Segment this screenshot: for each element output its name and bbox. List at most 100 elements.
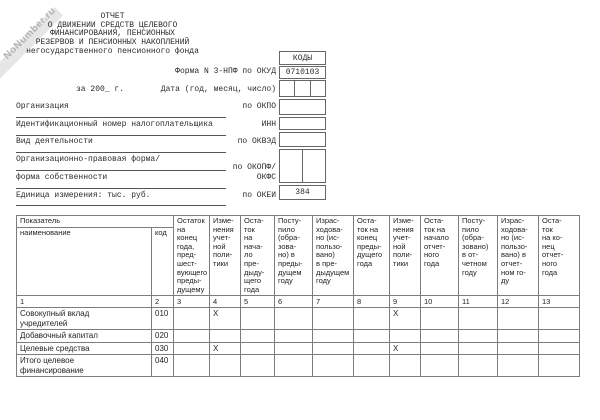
col-header-12: Израс- ходова- но (ис- пользо- вано) в о… (497, 214, 540, 297)
col-number: 8 (353, 295, 391, 309)
title-line: РЕЗЕРВОВ И ПЕНСИОННЫХ НАКОПЛЕНИЙ (35, 38, 190, 48)
col-header-6: Посту- пило (обра- зова- но) в преды- ду… (274, 214, 314, 297)
col-header-3: Остаток на конец года, пред- шест- вующе… (173, 214, 211, 297)
col-number: 7 (312, 295, 355, 309)
field-underline (16, 188, 226, 189)
row-cell (458, 307, 499, 331)
okfs-cell (302, 150, 325, 182)
col-number: 9 (389, 295, 422, 309)
row-code: 040 (150, 354, 175, 378)
date-cells (279, 80, 326, 97)
date-day-cell (309, 81, 325, 96)
col-header-8: Оста- ток на конец преды- дущего года (353, 214, 391, 297)
field-ownership-code: ОКФС (256, 173, 276, 182)
row-cell (209, 329, 242, 343)
okei-value-cell: 384 (279, 185, 326, 200)
field-underline (16, 117, 226, 118)
row-cell (312, 341, 355, 356)
row-cell (497, 307, 540, 331)
title-line: ОТЧЕТ (100, 12, 125, 21)
field-underline (16, 152, 226, 153)
row-cell: X (389, 307, 422, 331)
row-cell (312, 307, 355, 331)
col-number: 2 (150, 295, 175, 309)
row-cell (240, 354, 276, 378)
row-code: 010 (150, 307, 175, 331)
table-row: Итого целевое финансирование 040 (16, 354, 581, 378)
row-cell (173, 307, 211, 331)
report-table: Показатель Остаток на конец года, пред- … (15, 214, 581, 378)
field-legal-form-code: по ОКОПФ/ (232, 163, 276, 172)
col-header-5: Оста- ток на нача- ло пре- дыду- щего го… (240, 214, 276, 297)
row-cell (353, 341, 391, 356)
row-cell (173, 354, 211, 378)
row-cell (274, 307, 314, 331)
col-header-10: Оста- ток на начало отчет- ного года (420, 214, 460, 297)
row-cell (353, 354, 391, 378)
row-cell (420, 307, 460, 331)
field-activity-code: по ОКВЭД (237, 137, 276, 146)
row-cell (458, 354, 499, 378)
row-cell (173, 329, 211, 343)
table-row: Целевые средства 030 X X (16, 341, 581, 356)
col-number: 6 (274, 295, 314, 309)
row-cell: X (389, 341, 422, 356)
col-header-13: Оста- ток на ко- нец отчет- ного года (538, 214, 581, 297)
row-cell (312, 354, 355, 378)
row-cell (240, 341, 276, 356)
col-header-11: Посту- пило (обра- зовано) в от- четном … (458, 214, 499, 297)
okud-value-cell: 0710103 (279, 66, 326, 79)
field-inn-code: ИНН (261, 120, 276, 129)
col-header-name: наименование (16, 226, 152, 297)
date-year-cell (280, 81, 294, 96)
form-number-label: Форма N 3-НПФ по ОКУД (175, 67, 276, 76)
col-number: 13 (538, 295, 581, 309)
row-cell (353, 307, 391, 331)
field-activity-label: Вид деятельности (16, 137, 93, 146)
row-name: Целевые средства (16, 341, 152, 356)
row-code: 020 (150, 329, 175, 343)
row-cell (274, 341, 314, 356)
row-cell (458, 329, 499, 343)
row-cell (538, 341, 581, 356)
table-row: Добавочный капитал 020 (16, 329, 581, 343)
row-cell: X (209, 307, 242, 331)
okopf-cell (280, 150, 302, 182)
date-month-cell (294, 81, 309, 96)
row-cell (538, 354, 581, 378)
codes-header-cell: КОДЫ (279, 51, 326, 65)
col-number: 5 (240, 295, 276, 309)
row-cell: X (209, 341, 242, 356)
col-header-9: Изме- нения учет- ной поли- тики (389, 214, 422, 297)
row-cell (209, 354, 242, 378)
row-cell (274, 329, 314, 343)
col-header-4: Изме- нения учет- ной поли- тики (209, 214, 242, 297)
field-legal-form-label: Организационно-правовая форма/ (16, 155, 161, 164)
col-number: 12 (497, 295, 540, 309)
title-line: негосударственного пенсионного фонда (26, 46, 199, 56)
title-line: ФИНАНСИРОВАНИЯ, ПЕНСИОННЫХ (50, 29, 175, 39)
row-cell (497, 341, 540, 356)
report-title: ОТЧЕТ О ДВИЖЕНИИ СРЕДСТВ ЦЕЛЕВОГО ФИНАНС… (10, 12, 215, 57)
row-cell (173, 341, 211, 356)
row-cell (497, 354, 540, 378)
inn-value-cell (279, 117, 326, 130)
field-unit-code: по ОКЕИ (242, 191, 276, 200)
row-cell (420, 341, 460, 356)
col-number: 11 (458, 295, 499, 309)
row-cell (420, 354, 460, 378)
col-header-indicator: Показатель (15, 215, 175, 228)
row-cell (538, 307, 581, 331)
row-cell (274, 354, 314, 378)
row-cell (420, 329, 460, 343)
title-line: О ДВИЖЕНИИ СРЕДСТВ ЦЕЛЕВОГО (47, 20, 178, 30)
field-organization-code: по ОКПО (242, 102, 276, 111)
row-cell (389, 329, 422, 343)
row-cell (353, 329, 391, 343)
col-number: 1 (16, 295, 152, 309)
field-underline (16, 170, 226, 171)
col-header-7: Израс- ходова- но (ис- пользо- вано) в п… (312, 214, 355, 297)
col-number: 3 (173, 295, 211, 309)
field-underline (16, 205, 226, 206)
row-cell (389, 354, 422, 378)
